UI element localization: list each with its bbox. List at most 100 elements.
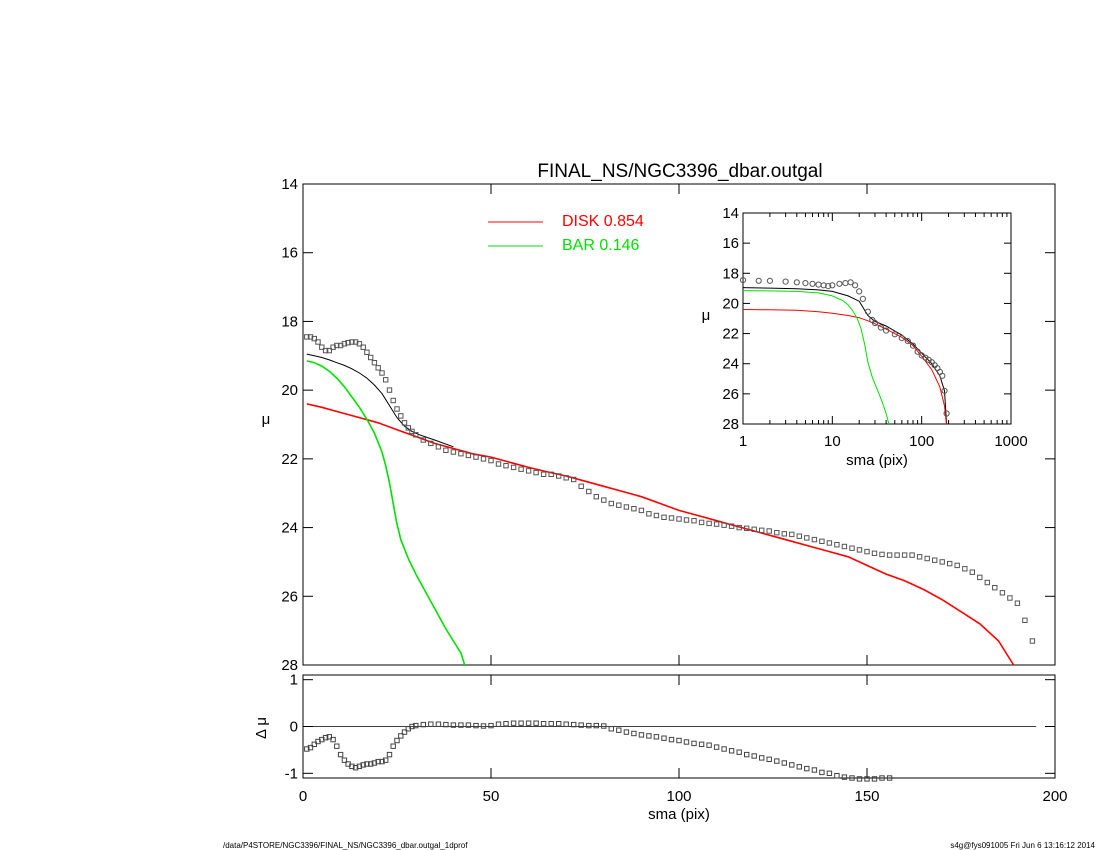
data-point <box>326 347 333 354</box>
residual-point <box>751 753 757 759</box>
data-point <box>386 387 393 393</box>
data-point <box>999 590 1006 596</box>
data-point <box>924 555 930 562</box>
residual-point <box>368 761 374 767</box>
x-axis-label: sma (pix) <box>648 806 710 823</box>
residual-point <box>540 721 547 727</box>
data-point <box>916 554 923 560</box>
data-point <box>781 531 787 537</box>
data-point <box>510 464 517 471</box>
data-point <box>909 552 915 558</box>
data-point <box>962 566 968 572</box>
residual-point <box>322 735 329 741</box>
data-point <box>334 342 340 349</box>
data-point <box>322 347 329 354</box>
residual-point <box>341 757 348 763</box>
data-point <box>315 339 321 345</box>
data-point <box>518 466 524 472</box>
data-point <box>661 514 667 520</box>
data-point <box>337 342 344 349</box>
residual-point <box>510 720 517 726</box>
residual-point <box>698 741 705 747</box>
residual-point <box>728 748 735 754</box>
footer-timestamp: s4g@fys091005 Fri Jun 6 13:16:12 2014 <box>950 841 1095 850</box>
data-point <box>683 517 690 523</box>
residual-point <box>326 734 333 740</box>
main-y-tick-label: 24 <box>281 520 298 537</box>
residual-point <box>811 767 818 773</box>
inset-data-point <box>755 277 762 284</box>
residual-point <box>488 722 494 729</box>
residual-point <box>774 758 780 764</box>
data-point <box>932 557 938 563</box>
residual-point <box>879 775 885 781</box>
inset-data-point <box>829 282 836 289</box>
inset-data-point <box>883 327 890 334</box>
data-point <box>356 341 363 347</box>
inset-data-point <box>809 280 816 287</box>
data-point <box>586 488 592 495</box>
data-point <box>608 500 614 507</box>
residual-point <box>691 740 697 747</box>
inset-data-point <box>914 348 921 355</box>
x-tick-label: 150 <box>854 788 879 805</box>
residual-point <box>450 722 457 728</box>
data-point <box>939 559 945 565</box>
legend: DISK 0.854 BAR 0.146 <box>488 213 644 254</box>
residual-point <box>386 751 393 758</box>
residual-point <box>371 760 378 766</box>
data-point <box>789 531 795 538</box>
data-point <box>405 425 412 431</box>
inset-data-point <box>898 335 905 342</box>
data-point <box>826 540 833 546</box>
data-point <box>766 528 772 534</box>
data-point <box>401 420 408 426</box>
inset-x-tick-labels: 1 10 100 1000 <box>739 433 1028 450</box>
data-point <box>556 473 562 479</box>
data-point <box>969 569 975 575</box>
data-point <box>578 483 584 490</box>
data-point <box>721 522 727 528</box>
data-point <box>390 397 396 404</box>
main-y-tick-label: 28 <box>281 657 298 674</box>
data-point <box>1014 600 1021 606</box>
residual-point <box>330 736 336 743</box>
x-tick-label: 50 <box>483 788 500 805</box>
data-point <box>601 497 607 503</box>
residual-y-tick-labels: -1 0 1 <box>285 672 298 783</box>
data-point <box>450 449 457 455</box>
inset-data-point <box>739 277 747 284</box>
data-point <box>992 585 998 591</box>
footer-file-path: /data/P4STORE/NGC3396/FINAL_NS/NGC3396_d… <box>223 841 468 850</box>
residual-point <box>736 749 742 755</box>
data-point <box>571 476 577 483</box>
residual-point <box>593 722 599 729</box>
data-point <box>1022 617 1028 623</box>
inset-panel: 1 10 100 1000 14 16 18 20 22 24 26 28 sma (pix) μ <box>702 205 1028 469</box>
residual-point <box>480 723 487 729</box>
inset-data-point <box>766 277 774 284</box>
bar-model-line <box>306 360 466 666</box>
total-model-line <box>306 353 454 448</box>
residual-point <box>683 739 690 745</box>
residual-point <box>435 721 442 727</box>
inset-data-point <box>891 331 898 338</box>
data-point <box>540 471 547 478</box>
data-point <box>349 339 355 345</box>
inset-disk-line <box>742 309 947 425</box>
data-point <box>420 437 427 443</box>
inset-data-point <box>820 282 827 289</box>
residual-point <box>379 758 385 765</box>
residual-point <box>608 726 614 732</box>
inset-data-point <box>909 342 917 349</box>
inset-axis-ticks <box>742 212 1012 425</box>
main-y-tick-label: 20 <box>281 382 298 399</box>
data-point <box>886 552 893 558</box>
residual-y-tick-label: -1 <box>285 765 298 782</box>
inset-data-point <box>782 278 789 285</box>
data-point <box>796 533 802 539</box>
data-point <box>691 518 697 524</box>
inset-data-point <box>943 410 950 417</box>
x-tick-label: 0 <box>299 788 307 805</box>
